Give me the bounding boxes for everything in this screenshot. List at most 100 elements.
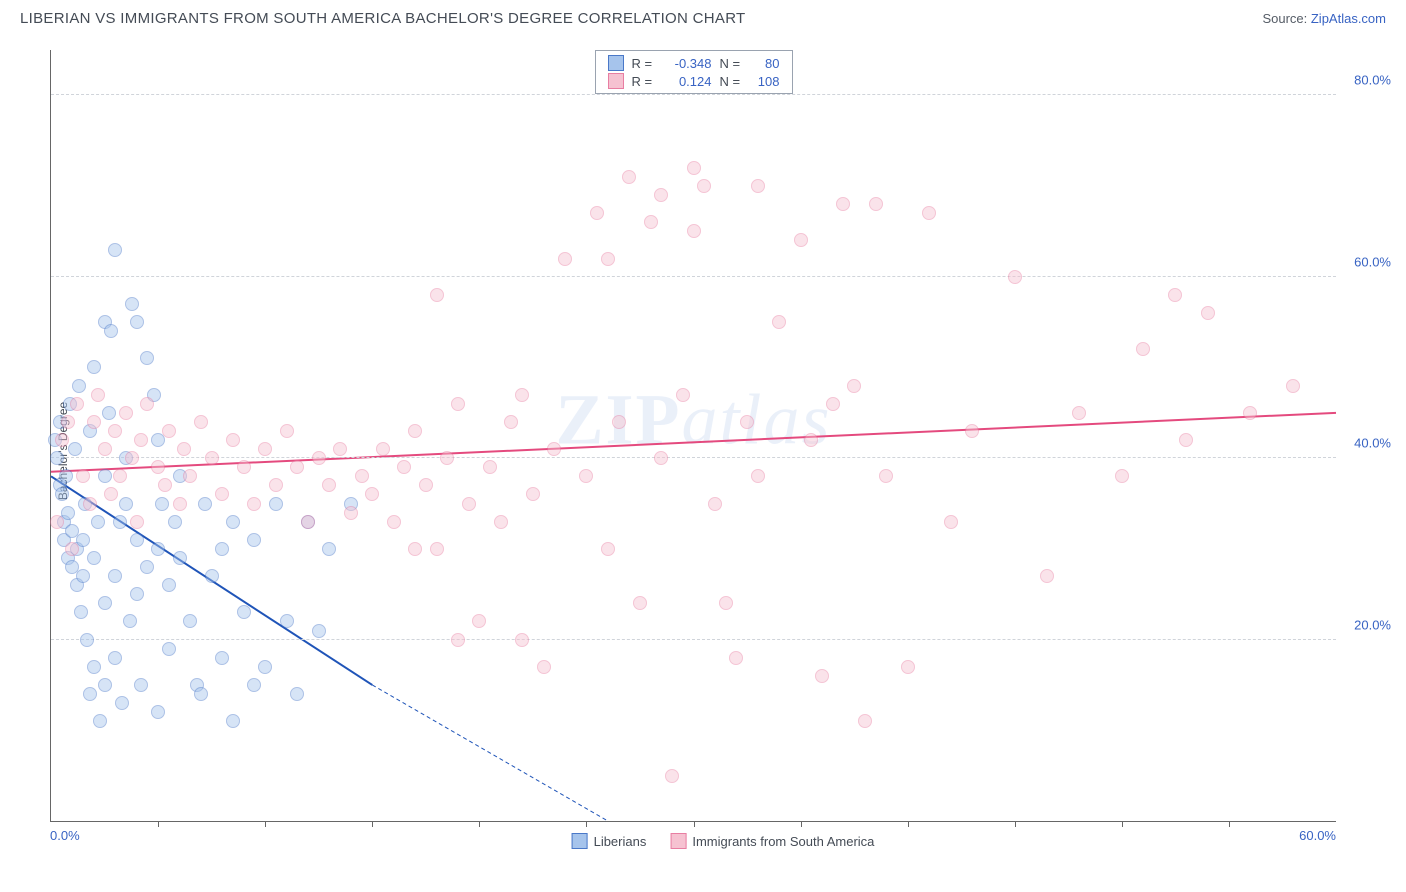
scatter-point [162,424,176,438]
scatter-point [665,769,679,783]
scatter-point [322,542,336,556]
scatter-point [140,351,154,365]
scatter-point [125,297,139,311]
stats-row: R = 0.124 N = 108 [596,72,792,90]
scatter-point [869,197,883,211]
scatter-point [102,406,116,420]
scatter-point [751,179,765,193]
scatter-point [740,415,754,429]
scatter-point [130,315,144,329]
scatter-point [333,442,347,456]
scatter-point [676,388,690,402]
scatter-point [269,497,283,511]
scatter-point [965,424,979,438]
scatter-point [226,714,240,728]
scatter-point [65,542,79,556]
x-tick [265,821,266,827]
scatter-point [68,442,82,456]
chart-container: Bachelor's Degree ZIPatlas R = -0.348 N … [50,50,1396,852]
scatter-point [98,469,112,483]
scatter-point [440,451,454,465]
scatter-point [579,469,593,483]
scatter-point [113,515,127,529]
scatter-point [633,596,647,610]
scatter-point [1201,306,1215,320]
scatter-point [104,324,118,338]
scatter-point [687,224,701,238]
stats-n-value: 80 [752,56,780,71]
scatter-point [1179,433,1193,447]
scatter-point [104,487,118,501]
scatter-point [115,696,129,710]
scatter-point [134,433,148,447]
scatter-point [247,533,261,547]
scatter-point [108,569,122,583]
scatter-point [61,415,75,429]
scatter-point [622,170,636,184]
scatter-point [215,487,229,501]
scatter-point [194,687,208,701]
scatter-point [215,651,229,665]
scatter-point [151,460,165,474]
scatter-point [826,397,840,411]
grid-line [51,276,1336,277]
scatter-point [125,451,139,465]
scatter-point [547,442,561,456]
scatter-point [205,451,219,465]
x-tick [694,821,695,827]
scatter-point [226,433,240,447]
scatter-point [237,460,251,474]
stats-swatch-icon [608,73,624,89]
scatter-point [654,451,668,465]
scatter-point [515,633,529,647]
scatter-point [130,533,144,547]
scatter-point [151,542,165,556]
scatter-point [558,252,572,266]
legend-swatch-icon [572,833,588,849]
scatter-point [515,388,529,402]
scatter-point [91,515,105,529]
scatter-point [312,451,326,465]
source-link[interactable]: ZipAtlas.com [1311,11,1386,26]
chart-header: LIBERIAN VS IMMIGRANTS FROM SOUTH AMERIC… [0,0,1406,33]
bottom-legend: Liberians Immigrants from South America [572,833,875,849]
scatter-point [290,687,304,701]
scatter-point [879,469,893,483]
scatter-point [494,515,508,529]
legend-swatch-icon [670,833,686,849]
scatter-point [847,379,861,393]
scatter-point [419,478,433,492]
x-tick [1122,821,1123,827]
scatter-point [451,397,465,411]
scatter-point [687,161,701,175]
scatter-point [72,379,86,393]
scatter-point [119,406,133,420]
scatter-point [1040,569,1054,583]
scatter-point [280,424,294,438]
scatter-point [526,487,540,501]
scatter-point [322,478,336,492]
scatter-point [601,542,615,556]
scatter-point [269,478,283,492]
scatter-point [98,442,112,456]
scatter-point [430,542,444,556]
scatter-point [198,497,212,511]
scatter-point [462,497,476,511]
scatter-point [708,497,722,511]
stats-r-label: R = [632,56,656,71]
scatter-point [365,487,379,501]
scatter-point [355,469,369,483]
scatter-point [654,188,668,202]
grid-line [51,457,1336,458]
scatter-point [194,415,208,429]
y-tick-label: 60.0% [1341,254,1391,269]
scatter-point [140,397,154,411]
scatter-point [504,415,518,429]
scatter-point [729,651,743,665]
x-tick [586,821,587,827]
x-tick [908,821,909,827]
scatter-point [50,451,64,465]
x-tick [372,821,373,827]
legend-item: Liberians [572,833,647,849]
scatter-point [483,460,497,474]
